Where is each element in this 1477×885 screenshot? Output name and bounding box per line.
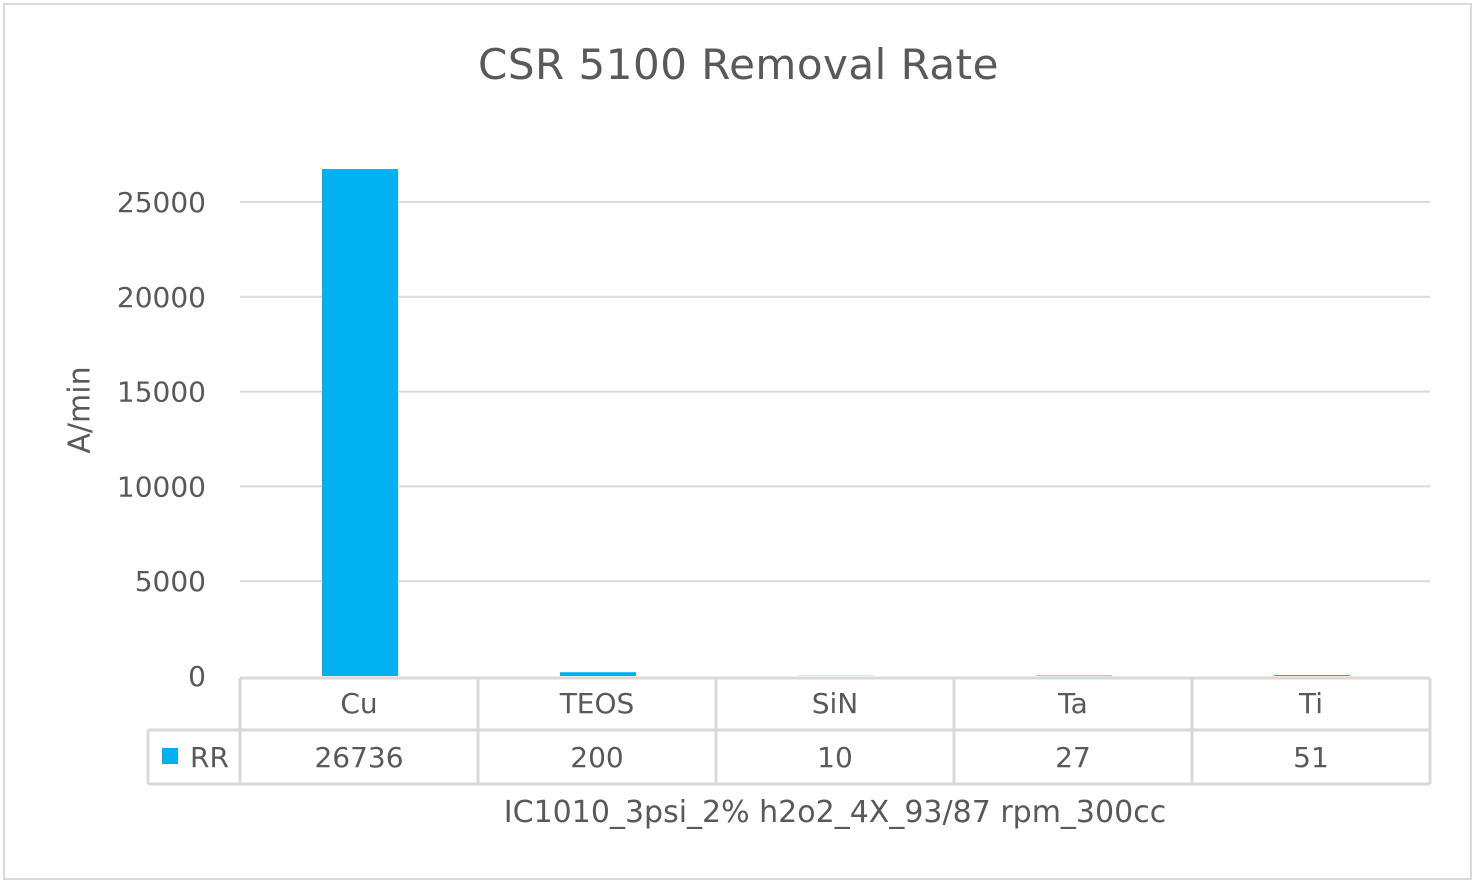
y-tick-label: 25000: [117, 186, 206, 219]
chart-frame: [3, 3, 1472, 880]
bar-teos: [560, 672, 636, 676]
bar-cu: [322, 169, 398, 676]
category-label: TEOS: [559, 687, 635, 720]
category-label: Ta: [1057, 687, 1088, 720]
legend-key-rr: [162, 748, 178, 764]
bar-ta: [1036, 675, 1112, 676]
x-axis-label: IC1010_3psi_2% h2o2_4X_93/87 rpm_300cc: [503, 795, 1167, 830]
category-label: Ti: [1298, 687, 1323, 720]
data-table-value: 27: [1055, 741, 1091, 774]
legend-label: RR: [190, 741, 229, 774]
y-tick-label: 0: [188, 660, 206, 693]
chart-title: CSR 5100 Removal Rate: [478, 40, 999, 89]
y-tick-label: 10000: [117, 470, 206, 503]
y-tick-label: 5000: [135, 565, 206, 598]
y-tick-label: 15000: [117, 376, 206, 409]
category-label: SiN: [812, 687, 859, 720]
data-table-value: 26736: [314, 741, 403, 774]
category-label: Cu: [340, 687, 377, 720]
y-tick-label: 20000: [117, 281, 206, 314]
data-table-value: 10: [817, 741, 853, 774]
data-table-value: 200: [570, 741, 623, 774]
bar-ti: [1274, 675, 1350, 676]
data-table-value: 51: [1293, 741, 1329, 774]
